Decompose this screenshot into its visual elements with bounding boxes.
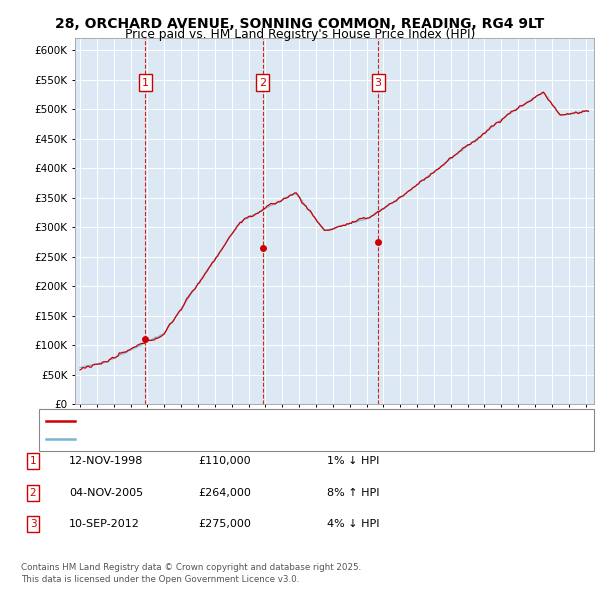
Text: 2: 2 (259, 78, 266, 87)
Text: 4% ↓ HPI: 4% ↓ HPI (327, 519, 380, 529)
Text: 1: 1 (29, 457, 37, 466)
Text: 10-SEP-2012: 10-SEP-2012 (69, 519, 140, 529)
Text: 28, ORCHARD AVENUE, SONNING COMMON, READING, RG4 9LT: 28, ORCHARD AVENUE, SONNING COMMON, READ… (55, 17, 545, 31)
Text: £264,000: £264,000 (198, 488, 251, 497)
Text: 8% ↑ HPI: 8% ↑ HPI (327, 488, 380, 497)
Text: 04-NOV-2005: 04-NOV-2005 (69, 488, 143, 497)
Text: £275,000: £275,000 (198, 519, 251, 529)
Text: 28, ORCHARD AVENUE, SONNING COMMON, READING, RG4 9LT (semi-detached house): 28, ORCHARD AVENUE, SONNING COMMON, READ… (80, 417, 491, 425)
Text: 2: 2 (29, 488, 37, 497)
Text: 1% ↓ HPI: 1% ↓ HPI (327, 457, 379, 466)
Text: Contains HM Land Registry data © Crown copyright and database right 2025.: Contains HM Land Registry data © Crown c… (21, 563, 361, 572)
Text: This data is licensed under the Open Government Licence v3.0.: This data is licensed under the Open Gov… (21, 575, 299, 584)
Text: 12-NOV-1998: 12-NOV-1998 (69, 457, 143, 466)
Text: 1: 1 (142, 78, 149, 87)
Text: 3: 3 (29, 519, 37, 529)
Text: £110,000: £110,000 (198, 457, 251, 466)
Text: 3: 3 (374, 78, 382, 87)
Text: Price paid vs. HM Land Registry's House Price Index (HPI): Price paid vs. HM Land Registry's House … (125, 28, 475, 41)
Text: HPI: Average price, semi-detached house, South Oxfordshire: HPI: Average price, semi-detached house,… (80, 435, 368, 444)
